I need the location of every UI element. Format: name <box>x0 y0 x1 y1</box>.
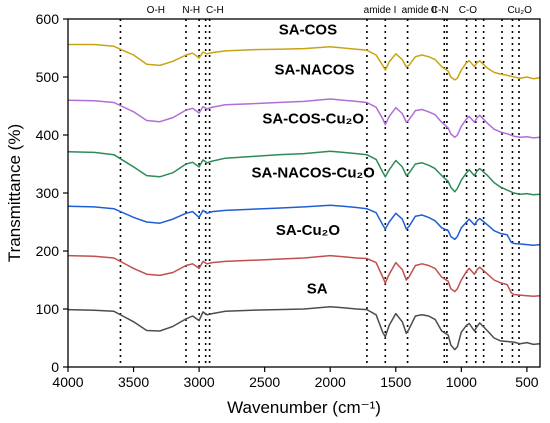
band-marker-label: amide II <box>402 5 438 16</box>
series-lines <box>67 43 541 351</box>
series-line <box>68 43 541 81</box>
series-label: SA-NACOS <box>274 62 354 79</box>
x-tick-label: 2000 <box>315 374 346 390</box>
reference-lines <box>119 19 520 367</box>
x-tick-label: 3000 <box>184 374 215 390</box>
band-marker-label: Cu₂O <box>507 5 532 16</box>
band-marker-labels: O-H N-H C-H amide I amide IIC-N C-O Cu₂O <box>147 5 532 16</box>
x-axis-title: Wavenumber (cm⁻¹) <box>227 398 381 417</box>
y-tick-label: 600 <box>36 11 60 27</box>
band-marker-label: C-O <box>459 5 478 16</box>
y-axis-title: Transmittance (%) <box>5 124 24 262</box>
x-axis-ticks: 4000 3500 3000 2500 2000 1500 1000 500 <box>52 367 539 390</box>
series-label: SA <box>307 280 328 297</box>
series-line <box>67 150 541 196</box>
series-line <box>67 204 541 246</box>
x-tick-label: 2500 <box>249 374 280 390</box>
band-marker-label: N-H <box>182 5 200 16</box>
x-tick-label: 1000 <box>446 374 477 390</box>
band-marker-label: O-H <box>147 5 165 16</box>
x-tick-label: 3500 <box>118 374 149 390</box>
y-axis-ticks: 0 100 200 300 400 500 600 <box>36 11 68 375</box>
y-tick-label: 400 <box>36 127 60 143</box>
x-tick-label: 4000 <box>52 374 83 390</box>
series-label: SA-Cu₂O <box>276 222 340 239</box>
y-tick-label: 0 <box>51 359 59 375</box>
x-tick-label: 500 <box>515 374 539 390</box>
series-label: SA-COS-Cu₂O <box>262 110 364 127</box>
series-line <box>67 305 541 351</box>
series-line <box>67 98 541 139</box>
series-line <box>67 254 541 297</box>
y-tick-label: 100 <box>36 301 60 317</box>
series-label: SA-NACOS-Cu₂O <box>252 164 376 181</box>
series-label: SA-COS <box>279 22 337 39</box>
y-tick-label: 300 <box>36 185 60 201</box>
band-marker-label: C-N <box>431 5 449 16</box>
x-tick-label: 1500 <box>380 374 411 390</box>
y-tick-label: 500 <box>36 69 60 85</box>
band-marker-label: amide I <box>364 5 397 16</box>
series-labels: SA SA-Cu₂O SA-NACOS-Cu₂O SA-COS-Cu₂O SA-NACO… <box>252 22 376 298</box>
y-tick-label: 200 <box>36 243 60 259</box>
band-marker-label: C-H <box>206 5 224 16</box>
